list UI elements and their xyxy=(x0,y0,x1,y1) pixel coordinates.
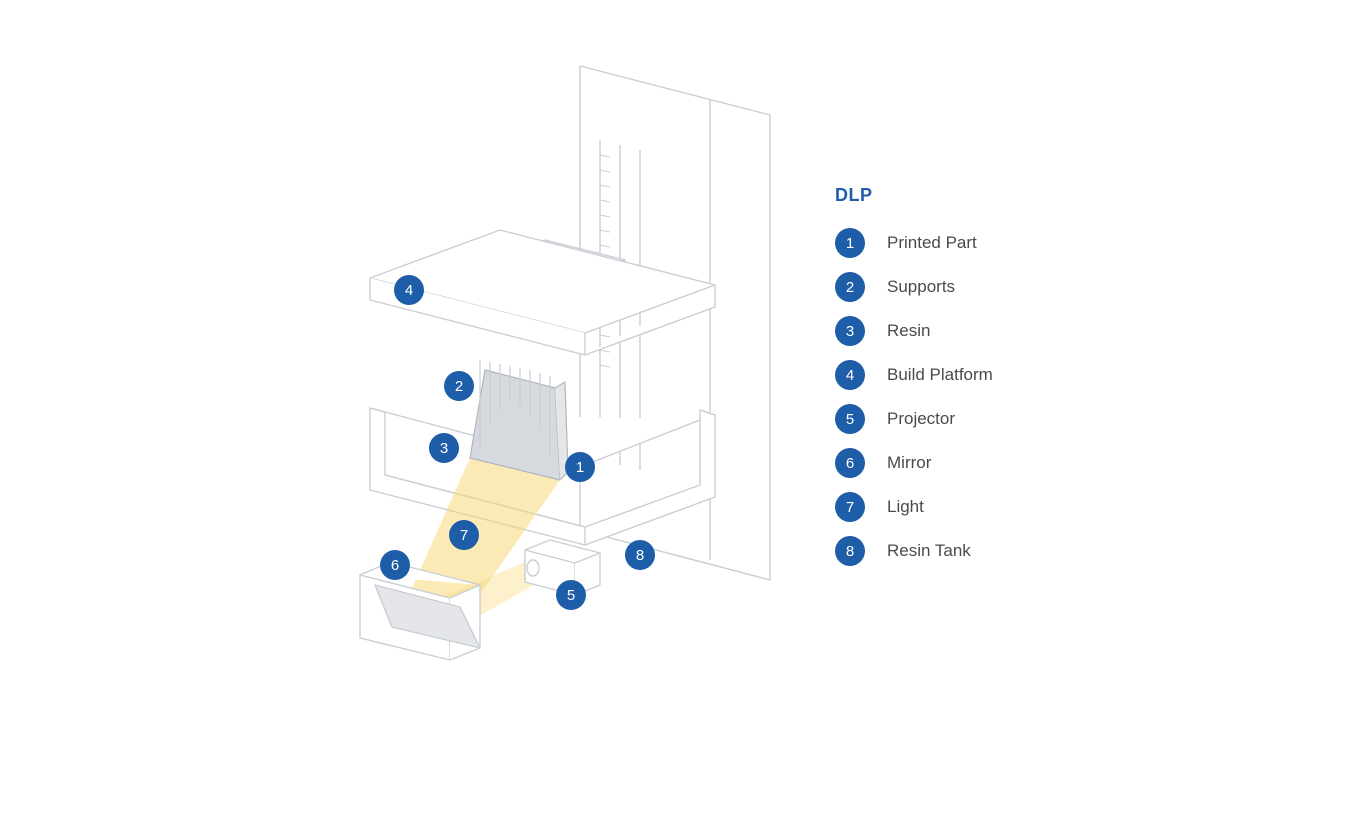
badge-8: 8 xyxy=(625,540,655,570)
legend-row-4: 4 Build Platform xyxy=(835,360,993,390)
badge-1-num: 1 xyxy=(576,459,584,476)
legend-badge-7: 7 xyxy=(835,492,865,522)
legend-num-1: 1 xyxy=(846,235,854,252)
legend-row-7: 7 Light xyxy=(835,492,993,522)
legend-num-5: 5 xyxy=(846,411,854,428)
legend-badge-2: 2 xyxy=(835,272,865,302)
legend-badge-1: 1 xyxy=(835,228,865,258)
legend-title: DLP xyxy=(835,185,993,206)
legend-label-5: Projector xyxy=(887,409,955,429)
badge-6-num: 6 xyxy=(391,557,399,574)
legend-label-4: Build Platform xyxy=(887,365,993,385)
badge-4-num: 4 xyxy=(405,282,413,299)
legend-row-1: 1 Printed Part xyxy=(835,228,993,258)
legend-num-4: 4 xyxy=(846,367,854,384)
legend-badge-3: 3 xyxy=(835,316,865,346)
legend-row-3: 3 Resin xyxy=(835,316,993,346)
badge-4: 4 xyxy=(394,275,424,305)
legend-label-7: Light xyxy=(887,497,924,517)
legend-num-2: 2 xyxy=(846,279,854,296)
badge-6: 6 xyxy=(380,550,410,580)
legend-num-7: 7 xyxy=(846,499,854,516)
legend-label-6: Mirror xyxy=(887,453,931,473)
legend-badge-4: 4 xyxy=(835,360,865,390)
legend-label-8: Resin Tank xyxy=(887,541,971,561)
badge-1: 1 xyxy=(565,452,595,482)
legend-badge-5: 5 xyxy=(835,404,865,434)
legend-row-2: 2 Supports xyxy=(835,272,993,302)
badge-3-num: 3 xyxy=(440,440,448,457)
badge-3: 3 xyxy=(429,433,459,463)
legend-badge-6: 6 xyxy=(835,448,865,478)
legend-label-2: Supports xyxy=(887,277,955,297)
badge-5-num: 5 xyxy=(567,587,575,604)
legend-num-6: 6 xyxy=(846,455,854,472)
legend-badge-8: 8 xyxy=(835,536,865,566)
badge-2: 2 xyxy=(444,371,474,401)
legend-row-6: 6 Mirror xyxy=(835,448,993,478)
legend: DLP 1 Printed Part 2 Supports 3 Resin 4 … xyxy=(835,185,993,580)
badge-8-num: 8 xyxy=(636,547,644,564)
legend-label-3: Resin xyxy=(887,321,930,341)
legend-row-8: 8 Resin Tank xyxy=(835,536,993,566)
badge-2-num: 2 xyxy=(455,378,463,395)
badge-5: 5 xyxy=(556,580,586,610)
legend-row-5: 5 Projector xyxy=(835,404,993,434)
badge-7: 7 xyxy=(449,520,479,550)
legend-label-1: Printed Part xyxy=(887,233,977,253)
badge-7-num: 7 xyxy=(460,527,468,544)
diagram-container: 1 2 3 4 5 6 7 8 DLP 1 Printed Part 2 Sup… xyxy=(0,0,1354,832)
legend-num-8: 8 xyxy=(846,543,854,560)
legend-num-3: 3 xyxy=(846,323,854,340)
